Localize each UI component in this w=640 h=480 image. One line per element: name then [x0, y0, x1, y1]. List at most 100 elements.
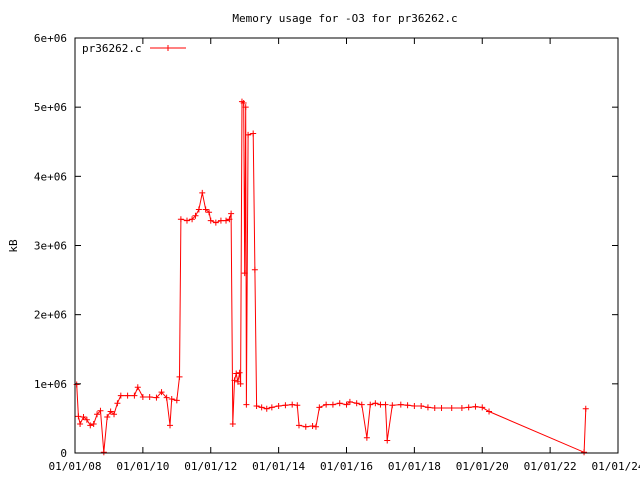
data-point — [358, 401, 365, 408]
data-point — [173, 397, 180, 404]
data-point — [302, 423, 309, 430]
data-point — [465, 404, 472, 411]
data-point — [458, 405, 465, 412]
data-point — [94, 411, 101, 418]
data-point — [87, 422, 94, 429]
y-tick-label: 6e+06 — [34, 32, 67, 45]
data-point — [479, 404, 486, 411]
x-tick-label: 01/01/12 — [184, 460, 237, 473]
data-point — [329, 401, 336, 408]
data-point — [438, 405, 445, 412]
data-point — [367, 401, 374, 408]
data-point — [176, 373, 183, 380]
y-axis-label: kB — [7, 239, 20, 253]
data-point — [268, 404, 275, 411]
series-layer — [73, 98, 589, 456]
data-point — [295, 422, 302, 429]
data-point — [377, 401, 384, 408]
data-point — [199, 189, 206, 196]
data-point — [177, 216, 184, 223]
data-point — [90, 420, 97, 427]
x-tick-label: 01/01/24 — [592, 460, 640, 473]
data-point — [168, 396, 175, 403]
data-point — [242, 104, 249, 111]
data-point — [83, 416, 90, 423]
data-point — [309, 423, 316, 430]
y-tick-label: 1e+06 — [34, 378, 67, 391]
y-tick-label: 0 — [60, 447, 67, 460]
data-point — [312, 423, 319, 430]
data-point — [167, 422, 174, 429]
data-point — [206, 209, 213, 216]
x-tick-label: 01/01/08 — [49, 460, 102, 473]
data-point — [124, 392, 131, 399]
data-point — [100, 449, 107, 456]
data-point — [250, 130, 257, 137]
data-point — [158, 389, 165, 396]
data-point — [582, 405, 589, 412]
data-point — [202, 206, 209, 213]
data-point — [282, 402, 289, 409]
data-point — [146, 393, 153, 400]
data-point — [263, 405, 270, 412]
data-point — [80, 414, 87, 421]
data-point — [389, 402, 396, 409]
axes-layer: 01/01/08 01/01/10 01/01/12 01/01/14 01/01/16… — [34, 32, 640, 473]
data-point — [236, 369, 243, 376]
data-point — [382, 401, 389, 408]
data-point — [153, 394, 160, 401]
legend: pr36262.c — [82, 42, 186, 55]
data-point — [316, 404, 323, 411]
data-point — [343, 401, 350, 408]
data-point — [294, 402, 301, 409]
data-point — [336, 400, 343, 407]
data-point — [139, 393, 146, 400]
data-point — [77, 420, 84, 427]
data-point — [117, 392, 124, 399]
data-point — [245, 131, 252, 138]
data-point — [134, 384, 141, 391]
data-point — [114, 400, 121, 407]
data-point — [411, 402, 418, 409]
data-point — [183, 217, 190, 224]
data-point — [111, 411, 118, 418]
y-tick-label: 3e+06 — [34, 240, 67, 253]
data-point — [228, 210, 235, 217]
y-tick-label: 4e+06 — [34, 170, 67, 183]
data-point — [275, 402, 282, 409]
x-tick-label: 01/01/18 — [388, 460, 441, 473]
data-point — [404, 402, 411, 409]
data-point — [363, 434, 370, 441]
data-point — [97, 407, 104, 414]
data-point — [192, 212, 199, 219]
data-point — [397, 401, 404, 408]
data-point — [163, 394, 170, 401]
data-point — [418, 402, 425, 409]
x-tick-label: 01/01/14 — [252, 460, 305, 473]
data-point — [233, 370, 240, 377]
data-point — [258, 404, 265, 411]
data-point — [431, 405, 438, 412]
data-point — [217, 217, 224, 224]
data-point — [353, 400, 360, 407]
chart-title: Memory usage for -O3 for pr36262.c — [232, 12, 457, 25]
data-point — [75, 413, 82, 420]
x-tick-label: 01/01/20 — [456, 460, 509, 473]
data-point — [207, 217, 214, 224]
data-point — [195, 206, 202, 213]
data-point — [581, 449, 588, 456]
legend-label: pr36262.c — [82, 42, 142, 55]
y-tick-label: 2e+06 — [34, 309, 67, 322]
data-point — [323, 401, 330, 408]
data-point — [237, 380, 244, 387]
y-tick-label: 5e+06 — [34, 101, 67, 114]
legend-marker — [165, 45, 171, 51]
data-point — [372, 400, 379, 407]
data-point — [226, 216, 233, 223]
data-point — [231, 377, 238, 384]
data-point — [253, 402, 260, 409]
data-point — [384, 437, 391, 444]
data-point — [251, 266, 258, 273]
